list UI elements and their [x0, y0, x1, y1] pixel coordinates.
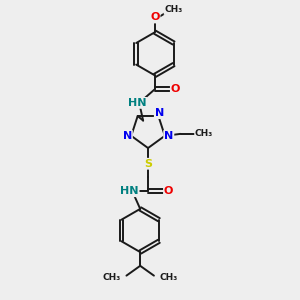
Text: CH₃: CH₃: [102, 273, 121, 282]
Text: N: N: [155, 108, 164, 118]
Text: O: O: [150, 13, 160, 22]
Text: CH₃: CH₃: [164, 5, 183, 14]
Text: CH₃: CH₃: [195, 129, 213, 138]
Text: N: N: [123, 131, 132, 141]
Text: S: S: [144, 159, 152, 169]
Text: HN: HN: [120, 186, 139, 196]
Text: N: N: [164, 131, 173, 141]
Text: O: O: [164, 186, 173, 196]
Text: O: O: [171, 84, 180, 94]
Text: CH₃: CH₃: [160, 273, 178, 282]
Text: HN: HN: [128, 98, 146, 108]
